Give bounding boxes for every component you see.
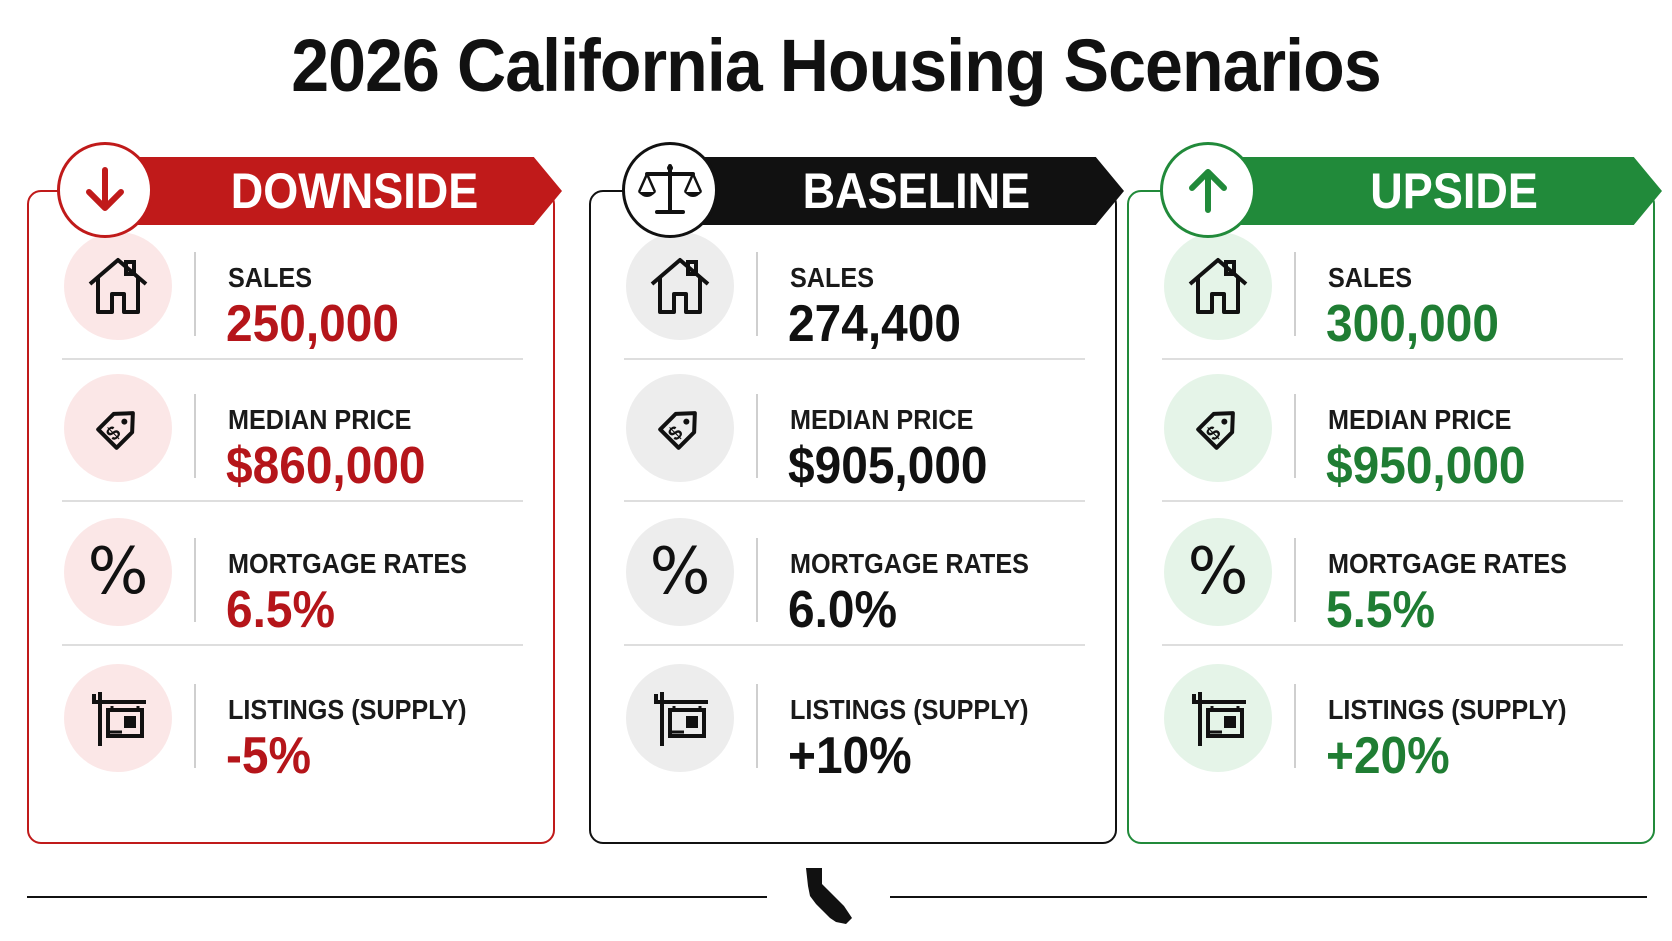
footer-divider-right [890, 896, 1647, 898]
price-tag-icon: $ [64, 374, 172, 482]
percent-icon: % [626, 518, 734, 626]
row-separator [1162, 358, 1623, 360]
row-separator [62, 500, 523, 502]
metric-value: $950,000 [1326, 437, 1526, 495]
footer-divider-left [27, 896, 767, 898]
scenario-name: BASELINE [802, 163, 1030, 219]
arrow-up-icon [1160, 142, 1256, 238]
house-icon [626, 232, 734, 340]
downside-banner: DOWNSIDE [92, 157, 562, 225]
metric-label: MEDIAN PRICE [1328, 404, 1512, 435]
metric-label: MORTGAGE RATES [228, 548, 467, 579]
downside-card: SALES 250,000 $ MEDIAN PRICE $860,000 % … [27, 190, 555, 844]
percent-icon: % [1164, 518, 1272, 626]
mortgage-rates-row: % MORTGAGE RATES 6.5% [29, 478, 553, 646]
for-sale-sign-icon [64, 664, 172, 772]
metric-label: SALES [790, 262, 875, 293]
listings-row: LISTINGS (SUPPLY) -5% [29, 624, 553, 785]
upside-card: SALES 300,000 $ MEDIAN PRICE $950,000 % … [1127, 190, 1655, 844]
metric-value: 300,000 [1326, 295, 1499, 353]
divider [756, 394, 758, 478]
listings-row: LISTINGS (SUPPLY) +20% [1129, 624, 1653, 785]
balance-scale-icon [622, 142, 718, 238]
price-tag-icon: $ [626, 374, 734, 482]
sales-row: SALES 250,000 [29, 192, 553, 360]
row-separator [62, 644, 523, 646]
median-price-row: $ MEDIAN PRICE $950,000 [1129, 334, 1653, 502]
row-separator [624, 644, 1085, 646]
scenario-name: DOWNSIDE [230, 163, 478, 219]
divider [1294, 538, 1296, 622]
row-separator [624, 358, 1085, 360]
metric-value: -5% [226, 727, 312, 785]
divider [194, 252, 196, 336]
metric-label: LISTINGS (SUPPLY) [790, 694, 1029, 725]
percent-icon: % [64, 518, 172, 626]
row-separator [624, 500, 1085, 502]
metric-value: 250,000 [226, 295, 399, 353]
page-title: 2026 California Housing Scenarios [291, 24, 1381, 107]
divider [1294, 684, 1296, 768]
metric-value: $905,000 [788, 437, 988, 495]
california-state-icon [800, 866, 860, 933]
listings-row: LISTINGS (SUPPLY) +10% [591, 624, 1115, 785]
house-icon [1164, 232, 1272, 340]
mortgage-rates-row: % MORTGAGE RATES 5.5% [1129, 478, 1653, 646]
divider [1294, 394, 1296, 478]
divider [194, 538, 196, 622]
for-sale-sign-icon [1164, 664, 1272, 772]
arrow-down-icon [57, 142, 153, 238]
metric-label: LISTINGS (SUPPLY) [1328, 694, 1567, 725]
divider [194, 684, 196, 768]
baseline-card: SALES 274,400 $ MEDIAN PRICE $905,000 % … [589, 190, 1117, 844]
metric-label: MORTGAGE RATES [790, 548, 1029, 579]
scenario-name: UPSIDE [1370, 163, 1538, 219]
median-price-row: $ MEDIAN PRICE $905,000 [591, 334, 1115, 502]
metric-value: 5.5% [1326, 581, 1436, 639]
metric-label: SALES [1328, 262, 1413, 293]
metric-value: $860,000 [226, 437, 426, 495]
sales-row: SALES 274,400 [591, 192, 1115, 360]
sales-row: SALES 300,000 [1129, 192, 1653, 360]
baseline-banner: BASELINE [654, 157, 1124, 225]
house-icon [64, 232, 172, 340]
mortgage-rates-row: % MORTGAGE RATES 6.0% [591, 478, 1115, 646]
divider [756, 684, 758, 768]
for-sale-sign-icon [626, 664, 734, 772]
metric-value: 274,400 [788, 295, 961, 353]
divider [756, 252, 758, 336]
divider [756, 538, 758, 622]
median-price-row: $ MEDIAN PRICE $860,000 [29, 334, 553, 502]
divider [194, 394, 196, 478]
metric-value: 6.5% [226, 581, 336, 639]
metric-label: MEDIAN PRICE [228, 404, 412, 435]
metric-label: MORTGAGE RATES [1328, 548, 1567, 579]
metric-label: LISTINGS (SUPPLY) [228, 694, 467, 725]
row-separator [1162, 500, 1623, 502]
metric-value: 6.0% [788, 581, 898, 639]
metric-value: +10% [788, 727, 912, 785]
divider [1294, 252, 1296, 336]
upside-banner: UPSIDE [1192, 157, 1662, 225]
metric-label: MEDIAN PRICE [790, 404, 974, 435]
row-separator [1162, 644, 1623, 646]
price-tag-icon: $ [1164, 374, 1272, 482]
metric-value: +20% [1326, 727, 1450, 785]
metric-label: SALES [228, 262, 313, 293]
row-separator [62, 358, 523, 360]
